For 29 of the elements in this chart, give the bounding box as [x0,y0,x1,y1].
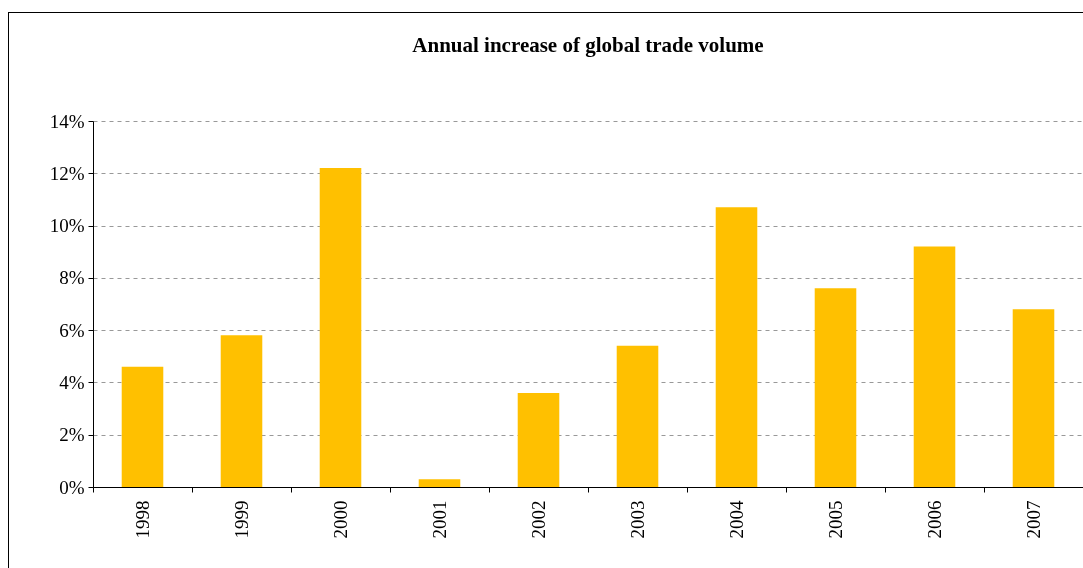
y-tick-label: 4% [59,371,85,393]
bar [616,345,659,487]
bar [319,168,362,487]
y-tick-label: 14% [49,110,85,132]
x-tick-label: 2003 [627,500,648,539]
y-tick-label: 12% [49,162,85,184]
y-tick-label: 6% [59,319,85,341]
y-tick-label: 0% [59,476,85,498]
x-tick-label: 2004 [726,500,747,539]
y-tick-label: 8% [59,267,85,289]
x-tick-label: 1998 [132,500,153,539]
bar [418,479,461,487]
x-tick-label: 2000 [330,500,351,539]
x-tick-label: 2001 [429,500,450,539]
x-tick-label: 1999 [231,500,252,539]
x-tick-label: 2005 [825,500,846,539]
bar [814,288,857,487]
chart-title: Annual increase of global trade volume [412,33,764,57]
y-tick-label: 2% [59,424,85,446]
y-tick-label: 10% [49,215,85,237]
bar [121,366,164,487]
x-tick-label: 2002 [528,500,549,539]
bar [517,392,560,487]
bar [220,335,263,487]
x-tick-label: 2007 [1023,500,1044,539]
x-tick-label: 2006 [924,500,945,539]
bar [715,207,758,487]
bar [913,246,956,487]
bar [1012,309,1055,487]
